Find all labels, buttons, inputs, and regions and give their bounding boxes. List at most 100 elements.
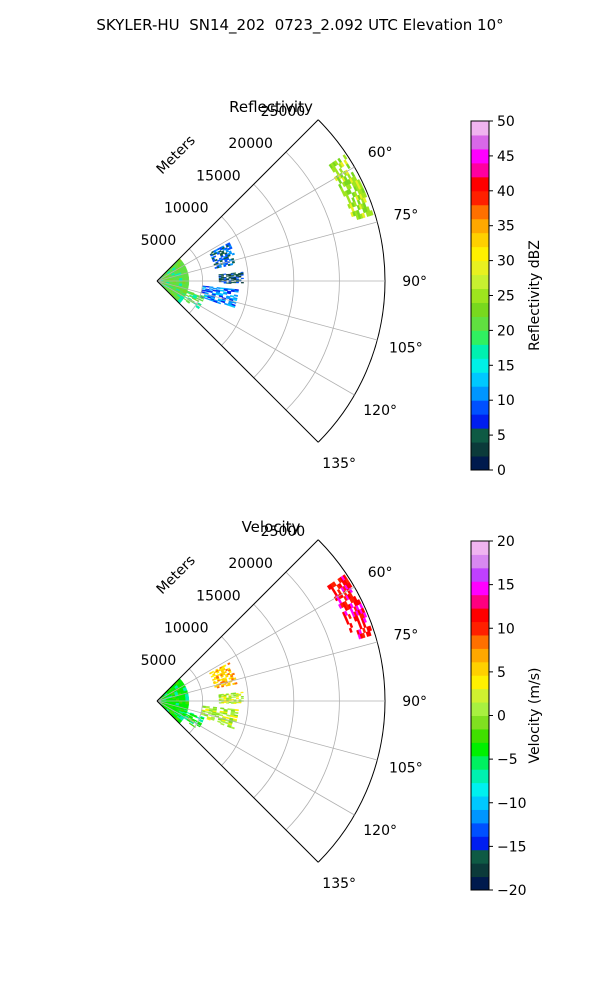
colorbar-tick-label: −10: [497, 796, 527, 812]
data-cell: [233, 696, 237, 698]
data-region-mid-cell-center: [218, 691, 244, 704]
data-cell: [185, 277, 190, 282]
data-cell: [189, 721, 194, 725]
r-tick-label: 25000: [261, 104, 306, 120]
colorbar-tick-label: 20: [497, 323, 515, 339]
colorbar: 0 5 10 15 20 25 30 35 40 45 50 Reflectivity dBZ: [470, 114, 543, 479]
colorbar-swatch: [471, 688, 489, 703]
data-cell: [228, 275, 232, 277]
data-cell: [347, 613, 352, 620]
data-cell: [185, 700, 190, 705]
data-cell: [213, 255, 217, 258]
data-cell: [212, 289, 217, 292]
data-cell: [221, 696, 225, 698]
colorbar-swatch: [471, 232, 489, 248]
colorbar-swatch: [471, 769, 489, 784]
data-cell: [238, 273, 242, 276]
theta-tick-label: 120°: [363, 823, 397, 839]
r-tick-label: 20000: [228, 136, 273, 152]
data-cell: [167, 288, 172, 292]
colorbar-tick-label: 20: [497, 534, 515, 550]
data-cell: [218, 274, 222, 276]
data-cell: [231, 698, 234, 701]
colorbar-tick-label: 35: [497, 219, 515, 235]
azimuth-gridline: [156, 700, 355, 816]
colorbar-swatch: [471, 621, 489, 636]
data-cell: [368, 625, 373, 632]
data-cell: [345, 619, 350, 625]
data-cell: [184, 273, 189, 279]
data-cell: [229, 246, 233, 250]
data-cell: [227, 683, 231, 687]
data-cell: [218, 276, 222, 278]
r-tick-label: 10000: [164, 621, 209, 637]
data-cell: [218, 265, 222, 268]
data-cell: [238, 699, 242, 701]
data-cell: [214, 258, 218, 262]
data-cell: [362, 197, 367, 203]
colorbar-swatch: [471, 849, 489, 864]
data-cell: [220, 694, 224, 696]
data-cell: [221, 279, 225, 281]
data-cell: [226, 282, 230, 284]
data-cell: [185, 697, 190, 702]
colorbar-swatch: [471, 863, 489, 878]
data-cell: [221, 685, 225, 688]
data-cell: [234, 290, 239, 293]
data-cell: [223, 289, 228, 292]
data-cell: [236, 701, 239, 704]
data-cell: [225, 693, 229, 696]
colorbar-swatch: [471, 386, 489, 401]
colorbar-label: Velocity (m/s): [527, 668, 543, 764]
colorbar-tick-label: −5: [497, 752, 518, 768]
colorbar-swatch: [471, 822, 489, 837]
data-cell: [226, 279, 230, 281]
data-cell: [369, 210, 374, 216]
colorbar-swatch: [471, 288, 489, 303]
data-cell: [216, 287, 221, 290]
data-cell: [223, 698, 227, 700]
data-cell: [362, 622, 367, 629]
theta-tick-label: 90°: [402, 694, 427, 710]
data-cell: [231, 672, 235, 676]
colorbar-tick-label: 45: [497, 149, 515, 165]
data-cell: [362, 192, 368, 198]
colorbar-swatch: [471, 661, 489, 676]
colorbar-swatch: [471, 302, 489, 317]
data-cell: [226, 714, 231, 717]
data-cell: [230, 275, 234, 277]
data-cell: [182, 697, 186, 702]
data-cell: [216, 671, 220, 674]
r-tick-label: 20000: [228, 556, 273, 572]
radial-axis-label: Meters: [154, 553, 199, 598]
azimuth-gridline: [156, 221, 378, 282]
data-region-near-field: [156, 678, 190, 724]
data-cell: [176, 294, 181, 298]
sector-edge: [156, 280, 319, 443]
colorbar-tick-label: 0: [497, 463, 506, 479]
data-cell: [175, 710, 180, 714]
data-cell: [219, 259, 223, 263]
data-cell: [223, 670, 227, 674]
sector-edge: [156, 119, 319, 282]
data-cell: [204, 711, 209, 714]
data-cell: [220, 287, 225, 290]
colorbar-swatch: [471, 414, 489, 429]
colorbar-swatch: [471, 442, 489, 457]
data-cell: [209, 288, 214, 291]
data-cell: [201, 286, 207, 289]
theta-tick-label: 75°: [393, 627, 418, 643]
colorbar-swatch: [471, 316, 489, 331]
data-cell: [228, 282, 232, 284]
data-cell: [231, 252, 235, 256]
data-cell: [230, 304, 236, 308]
data-region-mid-cell-lower: [199, 285, 239, 308]
data-cell: [234, 708, 239, 712]
data-cell: [221, 275, 224, 277]
data-cell: [233, 274, 237, 276]
data-cell: [240, 697, 244, 700]
colorbar-swatch: [471, 372, 489, 387]
data-cell: [184, 693, 189, 699]
colorbar-tick-label: 10: [497, 621, 515, 637]
